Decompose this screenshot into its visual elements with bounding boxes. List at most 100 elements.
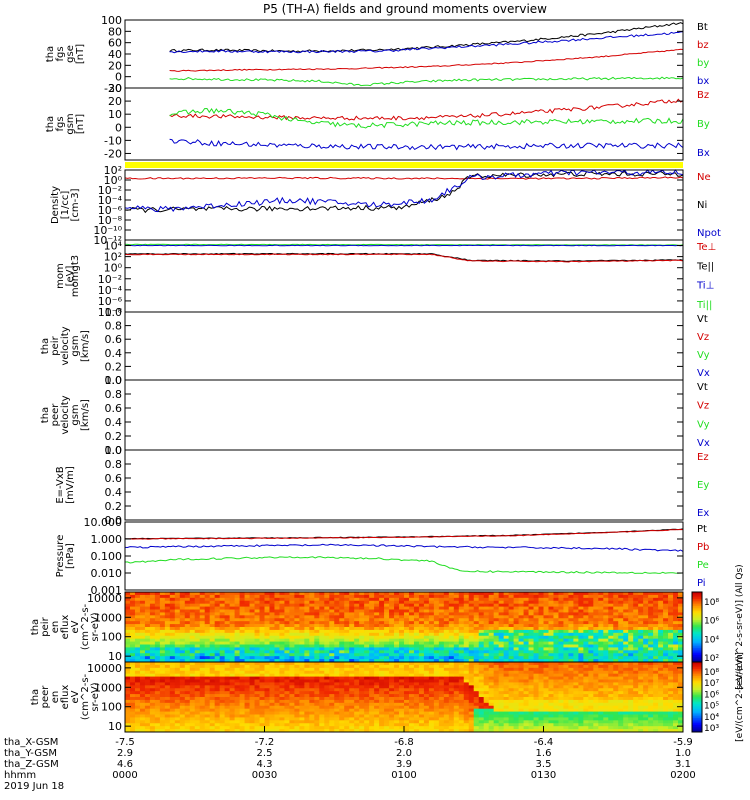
heatmap-cell xyxy=(538,632,544,637)
heatmap-cell xyxy=(493,615,500,619)
heatmap-cell xyxy=(159,603,166,607)
heatmap-cell xyxy=(264,667,270,672)
heatmap-cell xyxy=(418,662,425,666)
heatmap-cell xyxy=(493,650,500,654)
heatmap-cell xyxy=(249,606,255,610)
heatmap-cell xyxy=(349,594,355,599)
heatmap-cell xyxy=(289,729,295,733)
heatmap-cell xyxy=(633,603,639,607)
heatmap-cell xyxy=(254,615,260,619)
heatmap-cell xyxy=(279,670,285,675)
heatmap-cell xyxy=(413,632,420,637)
panel-temperature xyxy=(124,239,684,313)
heatmap-cell xyxy=(394,699,400,704)
heatmap-cell xyxy=(269,612,275,616)
heatmap-cell xyxy=(553,644,559,648)
heatmap-cell xyxy=(523,702,529,707)
heatmap-cell xyxy=(608,644,614,648)
heatmap-cell xyxy=(418,597,425,602)
heatmap-cell xyxy=(463,697,470,701)
heatmap-cell xyxy=(404,679,410,683)
heatmap-cell xyxy=(294,688,300,692)
heatmap-cell xyxy=(259,688,265,692)
heatmap-cell xyxy=(458,676,465,680)
heatmap-cell xyxy=(364,711,370,715)
heatmap-cell xyxy=(418,615,425,619)
heatmap-cell xyxy=(633,609,639,613)
heatmap-cell xyxy=(508,618,514,622)
heatmap-cell xyxy=(379,621,385,625)
heatmap-cell xyxy=(448,659,455,663)
heatmap-cell xyxy=(289,670,295,675)
heatmap-cell xyxy=(428,629,435,634)
heatmap-cell xyxy=(443,615,450,619)
heatmap-cell xyxy=(299,632,305,637)
legend-entry: Ti⊥ xyxy=(696,281,714,292)
heatmap-cell xyxy=(189,670,196,675)
heatmap-cell xyxy=(209,659,216,663)
heatmap-cell xyxy=(354,644,360,648)
heatmap-cell xyxy=(154,612,161,616)
heatmap-cell xyxy=(264,720,270,724)
heatmap-cell xyxy=(508,699,514,704)
heatmap-cell xyxy=(384,632,390,637)
heatmap-cell xyxy=(164,694,171,698)
heatmap-cell xyxy=(583,641,589,645)
heatmap-cell xyxy=(279,597,285,602)
heatmap-cell xyxy=(239,656,245,660)
heatmap-cell xyxy=(578,629,584,634)
heatmap-cell xyxy=(214,676,221,680)
heatmap-cell xyxy=(413,676,420,680)
heatmap-cell xyxy=(458,729,465,733)
heatmap-cell xyxy=(443,597,450,602)
heatmap-cell xyxy=(329,723,335,727)
heatmap-cell xyxy=(319,627,325,631)
colorbar-cell xyxy=(692,646,702,649)
heatmap-cell xyxy=(663,647,669,651)
heatmap-cell xyxy=(199,624,206,628)
heatmap-cell xyxy=(244,600,250,605)
heatmap-cell xyxy=(503,609,510,613)
heatmap-cell xyxy=(324,697,330,701)
heatmap-cell xyxy=(483,662,490,666)
heatmap-cell xyxy=(394,638,400,642)
heatmap-cell xyxy=(339,600,345,605)
heatmap-cell xyxy=(384,714,390,718)
heatmap-cell xyxy=(374,659,380,663)
heatmap-cell xyxy=(264,717,270,721)
heatmap-cell xyxy=(269,603,275,607)
heatmap-cell xyxy=(453,697,460,701)
heatmap-cell xyxy=(154,647,161,651)
heatmap-cell xyxy=(349,664,355,669)
heatmap-cell xyxy=(463,694,470,698)
heatmap-cell xyxy=(134,662,141,666)
heatmap-cell xyxy=(239,702,245,707)
heatmap-cell xyxy=(503,656,510,660)
heatmap-cell xyxy=(453,682,460,686)
heatmap-cell xyxy=(184,708,191,712)
heatmap-cell xyxy=(304,705,310,710)
heatmap-cell xyxy=(463,603,470,607)
heatmap-cell xyxy=(304,726,310,730)
colorbar-cell xyxy=(692,641,702,644)
heatmap-cell xyxy=(379,708,385,712)
heatmap-cell xyxy=(448,653,455,657)
heatmap-cell xyxy=(179,638,186,642)
heatmap-cell xyxy=(329,664,335,669)
heatmap-cell xyxy=(608,659,614,663)
heatmap-cell xyxy=(125,659,131,663)
heatmap-cell xyxy=(458,726,465,730)
heatmap-cell xyxy=(443,729,450,733)
heatmap-cell xyxy=(463,682,470,686)
heatmap-cell xyxy=(508,667,514,672)
heatmap-cell xyxy=(224,688,231,692)
heatmap-cell xyxy=(389,720,395,724)
heatmap-cell xyxy=(229,621,236,625)
heatmap-cell xyxy=(184,594,191,599)
heatmap-cell xyxy=(404,606,410,610)
heatmap-cell xyxy=(259,653,265,657)
heatmap-cell xyxy=(174,653,181,657)
heatmap-cell xyxy=(623,650,629,654)
heatmap-cell xyxy=(309,592,315,596)
heatmap-cell xyxy=(538,673,544,677)
